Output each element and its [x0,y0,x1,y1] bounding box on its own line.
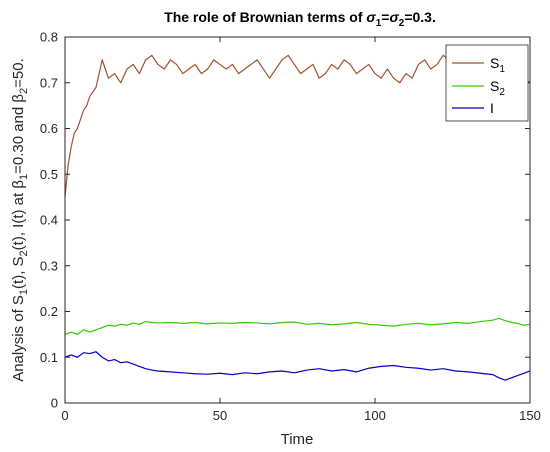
y-axis-title: Analysis of S1(t), S2(t), I(t) at β1=0.3… [10,58,30,382]
chart-title: The role of Brownian terms of σ1=σ2=0.3. [164,9,436,29]
x-tick-label: 100 [364,408,386,423]
x-tick-label: 0 [61,408,68,423]
x-axis-title: Time [281,431,314,448]
y-tick-label: 0.6 [40,121,58,136]
x-tick-label: 150 [519,408,541,423]
series-line-0 [64,50,531,198]
legend-label-s2: S2 [490,78,505,98]
series-lines [64,50,531,381]
y-tick-label: 0.3 [40,258,58,273]
y-tick-label: 0.5 [40,167,58,182]
legend-label-i: I [490,100,494,116]
x-tick-label: 50 [213,408,227,423]
legend-box [445,44,529,122]
y-tick-label: 0 [51,396,58,411]
y-tick-label: 0.1 [40,350,58,365]
y-tick-label: 0.2 [40,304,58,319]
legend-label-s1: S1 [490,55,505,75]
legend: S1 S2 I [445,44,529,122]
y-tick-label: 0.8 [40,30,58,45]
axis-ticks: 0 50 100 150 0 0.1 0.2 0.3 0.4 0.5 0.6 0.7 0.8 [40,30,541,424]
series-line-2 [64,351,531,381]
y-tick-label: 0.7 [40,75,58,90]
y-tick-label: 0.4 [40,213,58,228]
series-line-1 [64,317,531,335]
